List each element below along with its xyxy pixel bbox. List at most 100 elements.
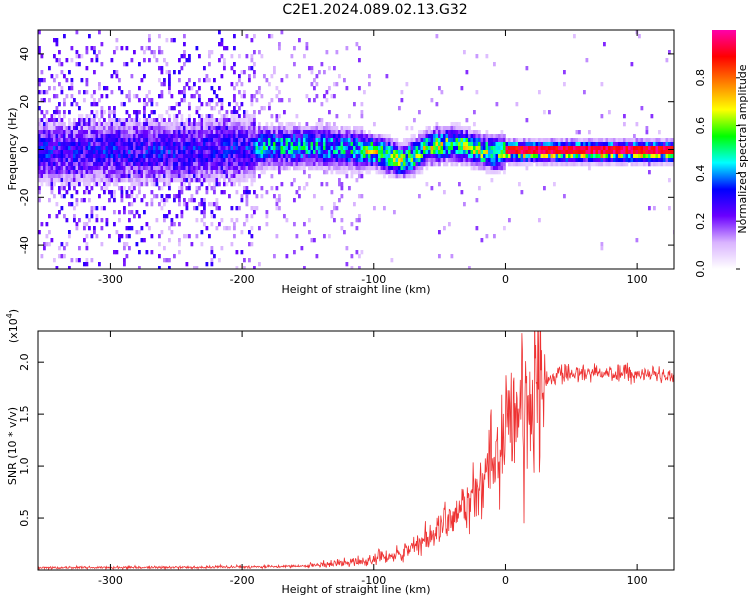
heatmap-cell (358, 166, 361, 171)
heatmap-cell (483, 134, 486, 139)
heatmap-cell (668, 178, 671, 183)
heatmap-cell (298, 126, 301, 131)
heatmap-cell (145, 138, 149, 143)
heatmap-cell (278, 114, 281, 119)
heatmap-cell (208, 142, 211, 147)
heatmap-cell (190, 170, 194, 175)
heatmap-cell (68, 142, 71, 147)
heatmap-cell (315, 82, 319, 87)
heatmap-cell (223, 146, 226, 151)
heatmap-cell (395, 142, 399, 147)
heatmap-cell (398, 158, 401, 163)
heatmap-cell (248, 122, 251, 127)
heatmap-cell (105, 122, 109, 127)
heatmap-cell (300, 162, 304, 167)
heatmap-cell (230, 182, 234, 187)
heatmap-cell (303, 138, 306, 143)
heatmap-cell (195, 234, 199, 239)
heatmap-cell (113, 150, 116, 155)
heatmap-cell (50, 150, 54, 155)
heatmap-cell (123, 178, 126, 183)
heatmap-cell (168, 86, 171, 91)
heatmap-cell (213, 186, 216, 191)
heatmap-cell (465, 118, 469, 123)
heatmap-cell (418, 166, 421, 171)
heatmap-cell (183, 42, 186, 47)
heatmap-cell (440, 134, 444, 139)
heatmap-cell (488, 154, 491, 159)
heatmap-cell (535, 150, 539, 155)
heatmap-cell (345, 170, 349, 175)
heatmap-cell (105, 170, 109, 175)
heatmap-cell (615, 146, 619, 151)
heatmap-cell (170, 170, 174, 175)
heatmap-cell (628, 158, 631, 163)
heatmap-cell (453, 150, 456, 155)
heatmap-cell (68, 166, 71, 171)
heatmap-cell (103, 110, 106, 115)
heatmap-cell (643, 150, 646, 155)
snr-multiplier: (x104) (5, 309, 20, 343)
heatmap-cell (575, 146, 579, 151)
heatmap-cell (498, 138, 501, 143)
heatmap-cell (80, 170, 84, 175)
heatmap-cell (258, 50, 261, 55)
heatmap-cell (180, 66, 184, 71)
heatmap-cell (485, 234, 489, 239)
heatmap-cell (245, 218, 249, 223)
heatmap-cell (278, 142, 281, 147)
heatmap-cell (325, 134, 329, 139)
heatmap-cell (80, 142, 84, 147)
heatmap-cell (40, 146, 44, 151)
heatmap-cell (148, 170, 151, 175)
heatmap-cell (68, 182, 71, 187)
heatmap-cell (38, 130, 41, 135)
heatmap-cell (248, 230, 251, 235)
heatmap-cell (95, 158, 99, 163)
heatmap-cell (548, 162, 551, 167)
heatmap-cell (438, 254, 441, 259)
heatmap-cell (175, 130, 179, 135)
heatmap-cell (340, 146, 344, 151)
heatmap-cell (205, 78, 209, 83)
heatmap-cell (425, 134, 429, 139)
heatmap-cell (170, 138, 174, 143)
heatmap-cell (220, 142, 224, 147)
heatmap-cell (233, 34, 236, 39)
heatmap-cell (245, 162, 249, 167)
heatmap-cell (420, 162, 424, 167)
heatmap-cell (313, 86, 316, 91)
heatmap-cell (173, 162, 176, 167)
heatmap-cell (53, 194, 56, 199)
heatmap-cell (215, 170, 219, 175)
heatmap-cell (235, 174, 239, 179)
heatmap-cell (308, 162, 311, 167)
heatmap-cell (335, 138, 339, 143)
heatmap-cell (508, 162, 511, 167)
x-tick-label: -100 (361, 574, 386, 587)
heatmap-cell (503, 158, 506, 163)
heatmap-cell (655, 162, 659, 167)
heatmap-cell (633, 134, 636, 139)
heatmap-cell (418, 170, 421, 175)
heatmap-cell (65, 150, 69, 155)
heatmap-cell (43, 90, 46, 95)
heatmap-cell (378, 154, 381, 159)
heatmap-cell (85, 146, 89, 151)
heatmap-cell (205, 130, 209, 135)
heatmap-cell (585, 154, 589, 159)
heatmap-cell (100, 186, 104, 191)
heatmap-cell (340, 126, 344, 131)
heatmap-cell (73, 206, 76, 211)
heatmap-cell (160, 50, 164, 55)
heatmap-cell (493, 146, 496, 151)
heatmap-cell (663, 154, 666, 159)
heatmap-cell (205, 150, 209, 155)
heatmap-cell (170, 94, 174, 99)
heatmap-cell (90, 174, 94, 179)
heatmap-cell (285, 166, 289, 171)
heatmap-cell (83, 134, 86, 139)
heatmap-cell (88, 142, 91, 147)
heatmap-cell (605, 162, 609, 167)
heatmap-cell (48, 170, 51, 175)
